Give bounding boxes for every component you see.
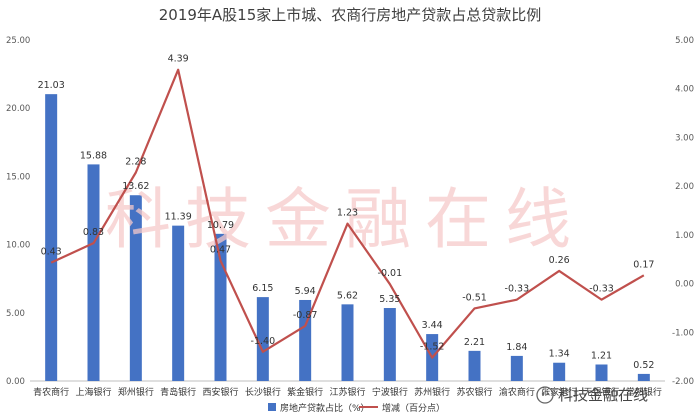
bar <box>383 308 396 381</box>
bar <box>341 304 354 381</box>
category-label: 宁波银行 <box>372 386 408 398</box>
line-data-label: -1.40 <box>251 336 276 347</box>
legend-swatch-bar <box>268 403 276 411</box>
line-data-label: -0.51 <box>462 292 487 303</box>
bar-data-label: 0.52 <box>633 360 654 371</box>
category-label: 上海银行 <box>75 386 111 398</box>
y-right-tick-label: 1.00 <box>675 231 694 241</box>
category-label: 郑州银行 <box>118 386 154 398</box>
category-label: 青农商行 <box>33 386 69 398</box>
line-data-label: 2.28 <box>125 157 146 168</box>
line-data-label: -0.87 <box>293 310 318 321</box>
bar-data-label: 1.34 <box>549 349 570 360</box>
line-series-path <box>50 68 645 359</box>
bar-data-label: 15.88 <box>80 150 107 161</box>
line-data-label: 0.17 <box>633 259 654 270</box>
category-label: 苏农银行 <box>456 386 492 398</box>
bar-data-label: 1.21 <box>591 350 612 361</box>
bar-data-label: 5.94 <box>295 286 316 297</box>
logo: 科技金融在线 <box>536 386 648 404</box>
y-right-tick-label: -2.00 <box>672 377 694 387</box>
bar-data-label: 6.15 <box>252 283 273 294</box>
legend-label-line: 增减（百分点） <box>382 402 445 414</box>
y-left-tick-label: 15.00 <box>6 172 30 182</box>
logo-icon <box>536 386 554 404</box>
y-right-tick-label: 4.00 <box>675 85 694 95</box>
y-right-tick-label: -1.00 <box>672 328 694 338</box>
category-label: 常熟银行 <box>626 386 662 398</box>
line-data-label: 4.39 <box>168 54 189 65</box>
y-left-tick-label: 5.00 <box>6 309 25 319</box>
line-data-label: 0.83 <box>83 227 104 238</box>
y-left-tick-label: 10.00 <box>6 241 30 251</box>
category-labels: 青农商行 上海银行 郑州银行 青岛银行 西安银行 长沙银行 紫金银行 江苏银行 宁波银行 苏州银行… <box>33 386 662 398</box>
bar <box>595 364 608 381</box>
bar <box>510 355 523 381</box>
bar-data-label: 13.62 <box>122 181 149 192</box>
y-right-tick-label: 3.00 <box>675 133 694 143</box>
category-label: 长沙银行 <box>245 386 281 398</box>
y-right-tick-label: 0.00 <box>675 280 694 290</box>
bar <box>468 350 481 381</box>
data-labels: 21.03 15.88 13.62 11.39 10.79 6.15 5.94 5.62 5.3… <box>38 54 655 371</box>
chart-title: 2019年A股15家上市城、农商行房地产贷款占总贷款比例 <box>159 6 542 24</box>
bar <box>637 373 650 381</box>
bar-data-label: 2.21 <box>464 337 485 348</box>
category-label: 无锡银行 <box>583 386 619 398</box>
y-left-tick-label: 20.00 <box>6 104 30 114</box>
legend-label-bar: 房地产贷款占比（%） <box>280 402 370 414</box>
y-left-tick-label: 25.00 <box>6 36 30 46</box>
category-label: 渝农商行 <box>499 386 535 398</box>
y-right-tick-label: 2.00 <box>675 182 694 192</box>
bar-data-label: 21.03 <box>38 80 65 91</box>
line-data-label: -0.33 <box>589 284 614 295</box>
bar <box>553 362 566 381</box>
bar <box>256 297 269 381</box>
bars <box>45 94 650 381</box>
line-data-label: 0.47 <box>210 245 231 256</box>
line-series <box>50 68 645 359</box>
line-data-label: 1.23 <box>337 208 358 219</box>
bar <box>172 225 185 381</box>
category-label: 紫金银行 <box>287 386 323 398</box>
bar-data-label: 10.79 <box>207 220 234 231</box>
logo-text: 科技金融在线 <box>558 386 648 404</box>
y-right-tick-label: 5.00 <box>675 36 694 46</box>
bar-data-label: 5.35 <box>379 294 400 305</box>
bar-data-label: 5.62 <box>337 290 358 301</box>
y-left-tick-label: 0.00 <box>6 377 25 387</box>
bar <box>87 164 100 381</box>
bar-data-label: 11.39 <box>165 212 192 223</box>
bar <box>129 195 142 381</box>
bar <box>214 233 227 381</box>
category-label: 苏州银行 <box>414 386 450 398</box>
line-data-label: -1.52 <box>420 342 445 353</box>
category-label: 青岛银行 <box>160 386 196 398</box>
line-data-label: -0.33 <box>505 284 530 295</box>
line-data-label: 0.26 <box>549 255 570 266</box>
bar <box>45 94 58 381</box>
category-label: 江苏银行 <box>329 386 365 398</box>
bar-data-label: 1.84 <box>506 342 527 353</box>
line-data-label: -0.01 <box>378 268 403 279</box>
bar-data-label: 3.44 <box>422 320 443 331</box>
category-label: 西安银行 <box>202 386 238 398</box>
line-data-label: 0.43 <box>41 247 62 258</box>
legend: 房地产贷款占比（%） 增减（百分点） <box>268 402 445 414</box>
